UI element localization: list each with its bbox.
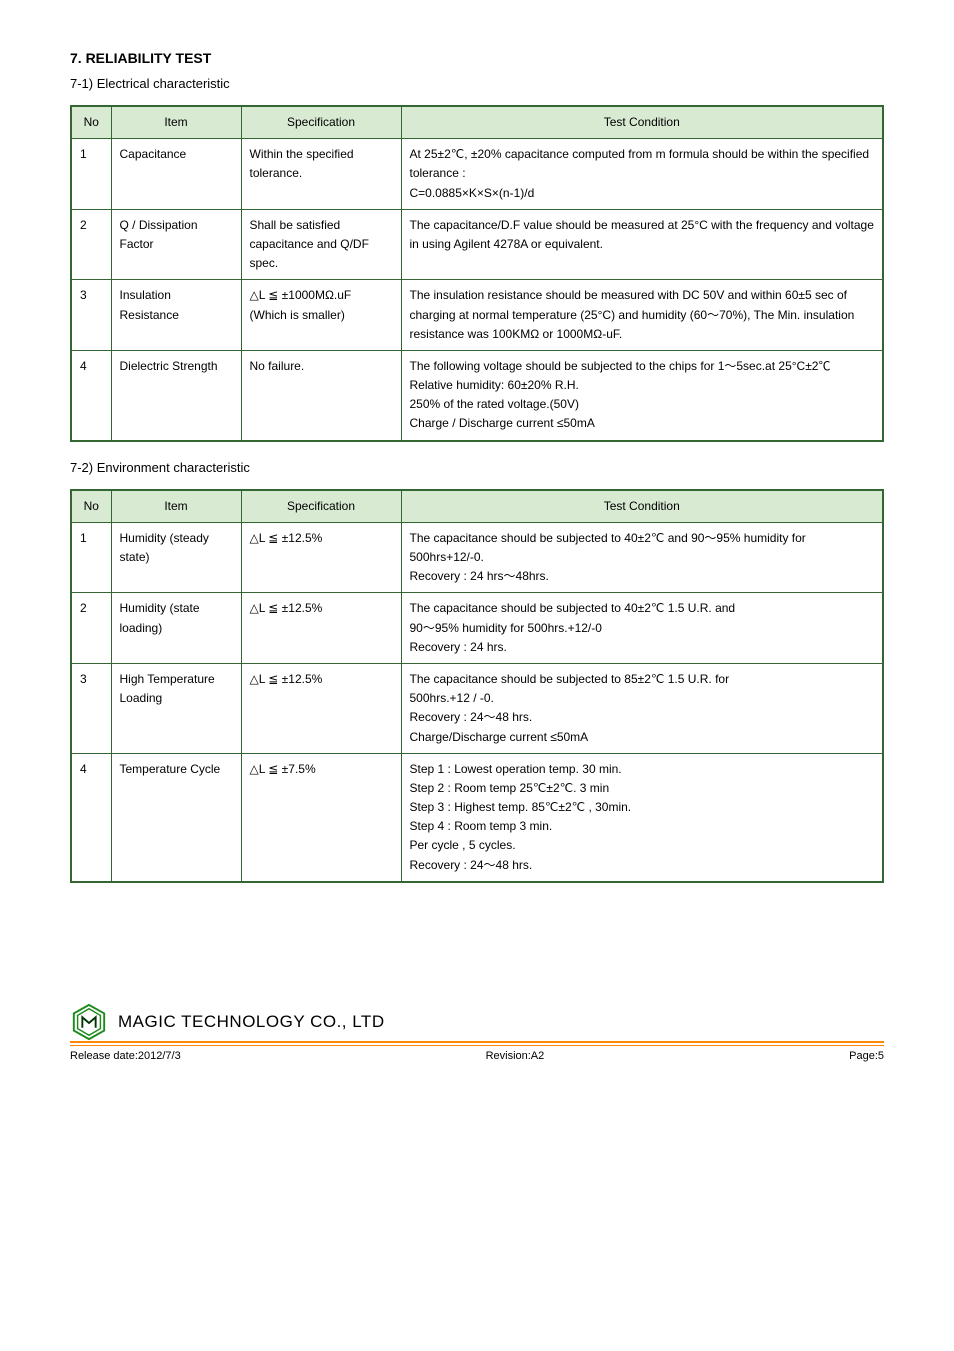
company-name: MAGIC TECHNOLOGY CO., LTD bbox=[118, 1012, 385, 1032]
cell-no: 2 bbox=[71, 209, 111, 280]
cell-cond: The insulation resistance should be meas… bbox=[401, 280, 883, 351]
cell-spec: No failure. bbox=[241, 350, 401, 440]
cell-cond: The following voltage should be subjecte… bbox=[401, 350, 883, 440]
section-heading: 7. RELIABILITY TEST bbox=[70, 50, 884, 66]
cell-item: Humidity (steady state) bbox=[111, 522, 241, 593]
cell-no: 4 bbox=[71, 753, 111, 882]
table-header-row: No Item Specification Test Condition bbox=[71, 106, 883, 139]
cell-item: Dielectric Strength bbox=[111, 350, 241, 440]
table-row: 3High Temperature Loading△L ≦ ±12.5%The … bbox=[71, 663, 883, 753]
cell-spec: Shall be satisfied capacitance and Q/DF … bbox=[241, 209, 401, 280]
th-cond: Test Condition bbox=[401, 106, 883, 139]
th-cond: Test Condition bbox=[401, 490, 883, 523]
cell-spec: △L ≦ ±12.5% bbox=[241, 593, 401, 664]
cell-cond: The capacitance/D.F value should be meas… bbox=[401, 209, 883, 280]
table-row: 4Temperature Cycle△L ≦ ±7.5%Step 1 : Low… bbox=[71, 753, 883, 882]
table2-subtitle: 7-2) Environment characteristic bbox=[70, 460, 884, 475]
cell-spec: △L ≦ ±7.5% bbox=[241, 753, 401, 882]
cell-cond: The capacitance should be subjected to 8… bbox=[401, 663, 883, 753]
table-row: 4Dielectric StrengthNo failure.The follo… bbox=[71, 350, 883, 440]
cell-cond: At 25±2℃, ±20% capacitance computed from… bbox=[401, 139, 883, 210]
cell-no: 2 bbox=[71, 593, 111, 664]
th-no: No bbox=[71, 490, 111, 523]
cell-spec: △L ≦ ±12.5% bbox=[241, 663, 401, 753]
footer-page: Page:5 bbox=[849, 1050, 884, 1062]
th-item: Item bbox=[111, 106, 241, 139]
table-environment: No Item Specification Test Condition 1Hu… bbox=[70, 489, 884, 883]
cell-no: 1 bbox=[71, 522, 111, 593]
cell-spec: Within the specified tolerance. bbox=[241, 139, 401, 210]
cell-cond: Step 1 : Lowest operation temp. 30 min. … bbox=[401, 753, 883, 882]
cell-cond: The capacitance should be subjected to 4… bbox=[401, 593, 883, 664]
cell-no: 1 bbox=[71, 139, 111, 210]
footer-divider bbox=[70, 1041, 884, 1043]
table-row: 1Humidity (steady state)△L ≦ ±12.5%The c… bbox=[71, 522, 883, 593]
th-item: Item bbox=[111, 490, 241, 523]
cell-item: Q / Dissipation Factor bbox=[111, 209, 241, 280]
cell-item: Temperature Cycle bbox=[111, 753, 241, 882]
cell-item: Humidity (state loading) bbox=[111, 593, 241, 664]
page-footer: MAGIC TECHNOLOGY CO., LTD Release date:2… bbox=[70, 1003, 884, 1062]
th-no: No bbox=[71, 106, 111, 139]
table-electrical: No Item Specification Test Condition 1Ca… bbox=[70, 105, 884, 442]
table-row: 2Humidity (state loading)△L ≦ ±12.5%The … bbox=[71, 593, 883, 664]
cell-spec: △L ≦ ±1000MΩ.uF (Which is smaller) bbox=[241, 280, 401, 351]
cell-item: High Temperature Loading bbox=[111, 663, 241, 753]
cell-no: 3 bbox=[71, 280, 111, 351]
th-spec: Specification bbox=[241, 106, 401, 139]
company-logo-icon bbox=[70, 1003, 108, 1041]
table-row: 2Q / Dissipation FactorShall be satisfie… bbox=[71, 209, 883, 280]
table-row: 1CapacitanceWithin the specified toleran… bbox=[71, 139, 883, 210]
cell-no: 4 bbox=[71, 350, 111, 440]
th-spec: Specification bbox=[241, 490, 401, 523]
cell-no: 3 bbox=[71, 663, 111, 753]
footer-release: Release date:2012/7/3 bbox=[70, 1050, 181, 1062]
cell-spec: △L ≦ ±12.5% bbox=[241, 522, 401, 593]
footer-divider-thin bbox=[70, 1045, 884, 1046]
footer-revision: Revision:A2 bbox=[486, 1050, 545, 1062]
table1-subtitle: 7-1) Electrical characteristic bbox=[70, 76, 884, 91]
cell-item: Insulation Resistance bbox=[111, 280, 241, 351]
table-header-row: No Item Specification Test Condition bbox=[71, 490, 883, 523]
table-row: 3Insulation Resistance△L ≦ ±1000MΩ.uF (W… bbox=[71, 280, 883, 351]
cell-item: Capacitance bbox=[111, 139, 241, 210]
cell-cond: The capacitance should be subjected to 4… bbox=[401, 522, 883, 593]
